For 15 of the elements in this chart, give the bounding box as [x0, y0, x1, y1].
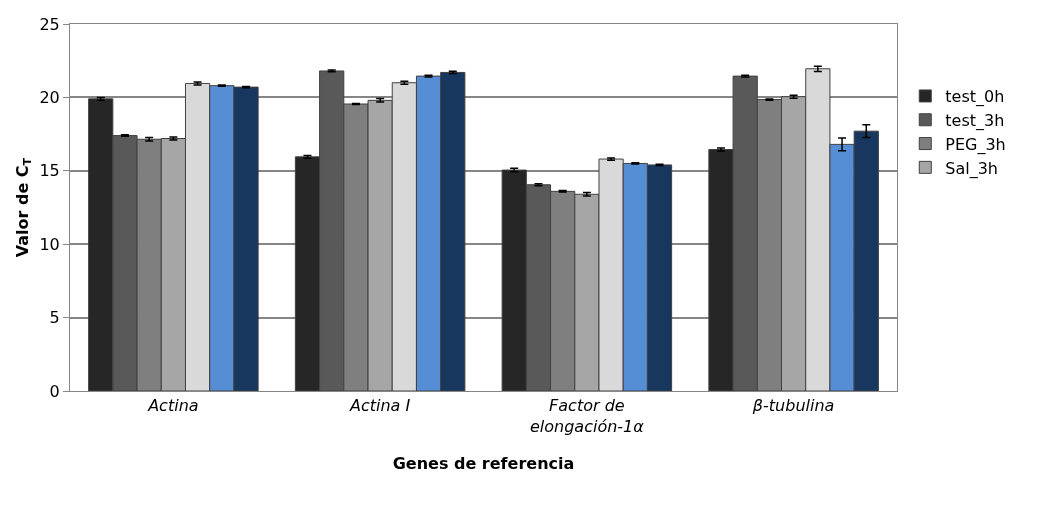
x-tick-label: Factor de elongación-1α [529, 396, 645, 436]
legend-label: test_0h [945, 87, 1005, 108]
y-tick-label: 15 [39, 161, 60, 181]
x-tick-label: Actina [147, 396, 199, 416]
y-tick-label: 5 [49, 308, 60, 328]
legend-label: PEG_3h [945, 134, 1006, 155]
y-tick-label: 10 [39, 234, 60, 254]
legend-label: Sal_3h [945, 158, 998, 179]
x-axis-title: Genes de referencia [392, 453, 575, 473]
y-tick-label: 0 [49, 381, 60, 401]
x-tick-label: β-tubulina [751, 396, 835, 416]
y-tick-label: 25 [39, 14, 60, 34]
legend-label: test_3h [945, 110, 1005, 131]
y-tick-label: 20 [39, 88, 60, 107]
x-tick-label: Actina I [349, 396, 411, 416]
